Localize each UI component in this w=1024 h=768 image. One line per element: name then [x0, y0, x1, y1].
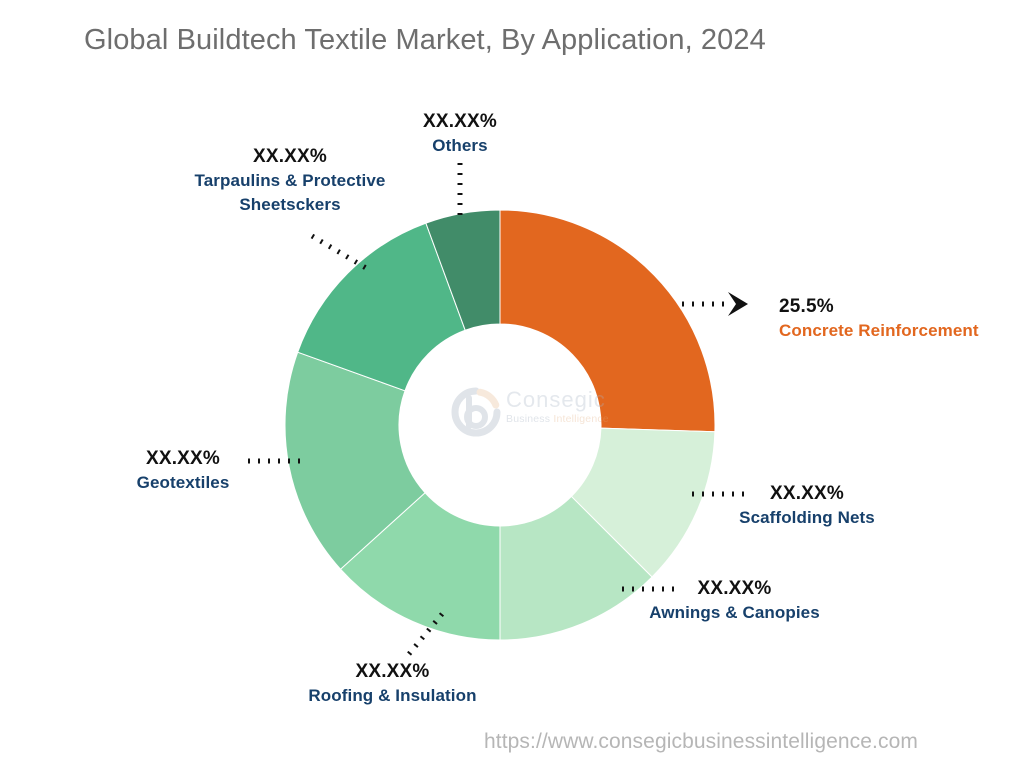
callout-concrete-pct: 25.5%: [779, 296, 834, 317]
callout-scaffolding-pct: XX.XX%: [769, 483, 845, 504]
callout-scaffolding-name: Scaffolding Nets: [739, 508, 875, 527]
callout-tarpaulins: XX.XX% Tarpaulins & Protective Sheetscke…: [155, 145, 425, 217]
donut-slice-geotextiles[interactable]: Geotextiles — XX.XX%: [285, 351, 426, 570]
donut-slice-concrete-reinforcement[interactable]: Concrete Reinforcement — 25.5%: [499, 210, 715, 433]
callout-scaffolding: XX.XX% Scaffolding Nets: [722, 482, 892, 530]
page-title: Global Buildtech Textile Market, By Appl…: [84, 24, 766, 56]
callout-geotextiles-pct: XX.XX%: [145, 448, 221, 469]
callout-roofing-name: Roofing & Insulation: [308, 686, 477, 705]
donut-slice-tarpaulins-protective-sheetsckers[interactable]: Tarpaulins & Protective Sheetsckers — XX…: [297, 222, 466, 392]
callout-tarpaulins-name-line2: Sheetsckers: [239, 195, 341, 214]
callout-concrete: 25.5% Concrete Reinforcement: [779, 295, 979, 343]
callout-tarpaulins-name-line1: Tarpaulins & Protective: [194, 171, 386, 190]
callout-others-name: Others: [432, 136, 488, 155]
callout-awnings: XX.XX% Awnings & Canopies: [632, 577, 837, 625]
callout-awnings-name: Awnings & Canopies: [649, 603, 820, 622]
donut-svg: Concrete Reinforcement — 25.5%Scaffoldin…: [285, 210, 715, 640]
callout-others: XX.XX% Others: [395, 110, 525, 158]
donut-slice-others[interactable]: Others — XX.XX%: [425, 210, 501, 331]
callout-roofing-pct: XX.XX%: [355, 661, 430, 682]
callout-geotextiles: XX.XX% Geotextiles: [118, 447, 248, 495]
callout-others-pct: XX.XX%: [422, 111, 498, 132]
callout-roofing: XX.XX% Roofing & Insulation: [290, 660, 495, 708]
callout-geotextiles-name: Geotextiles: [136, 473, 230, 492]
source-url: https://www.consegicbusinessintelligence…: [484, 730, 918, 753]
callout-tarpaulins-pct: XX.XX%: [252, 146, 328, 167]
callout-awnings-pct: XX.XX%: [697, 578, 772, 599]
callout-concrete-name: Concrete Reinforcement: [779, 321, 979, 340]
donut-chart: Concrete Reinforcement — 25.5%Scaffoldin…: [285, 210, 715, 640]
